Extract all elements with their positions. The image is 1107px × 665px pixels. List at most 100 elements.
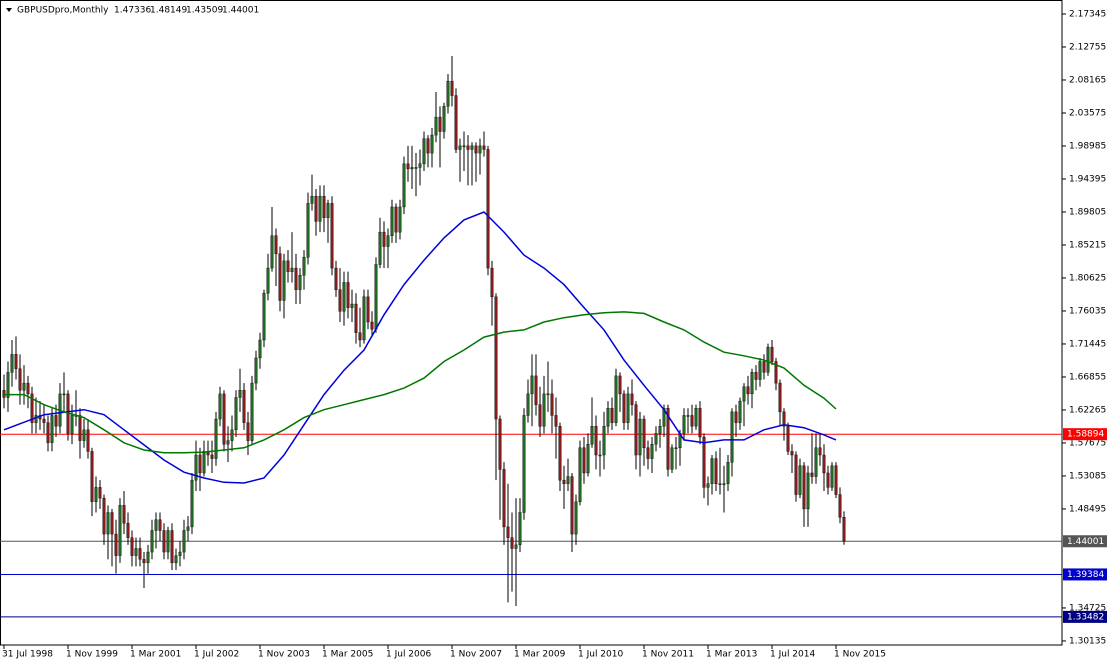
candle-body [706, 483, 710, 488]
candle-body [254, 357, 258, 384]
candle-body [202, 451, 206, 474]
candle-body [162, 530, 166, 553]
candle-body [142, 559, 146, 564]
candle-body [842, 517, 846, 542]
candle-body [630, 393, 634, 405]
candle-body [738, 400, 742, 423]
candle-body [294, 267, 298, 290]
y-tick-label: 2.12755 [1069, 42, 1106, 52]
candle-body [770, 346, 774, 362]
candle-body [534, 375, 538, 405]
x-tick-label: 1 Jul 2014 [770, 650, 815, 660]
candle-body [670, 447, 674, 470]
candle-body [734, 411, 738, 423]
candle-body [614, 375, 618, 423]
ohlc-low: 1.43509 [186, 6, 223, 16]
candle-body [178, 551, 182, 556]
candle-body [402, 163, 406, 208]
candle-body [266, 267, 270, 294]
plot-frame [0, 0, 1063, 646]
candle-body [542, 393, 546, 427]
candle-body [6, 372, 10, 398]
candle-body [110, 512, 114, 535]
candle-body [826, 472, 830, 488]
y-tick-label: 1.85215 [1069, 240, 1106, 250]
candle-body [510, 537, 514, 549]
candle-body [430, 134, 434, 154]
candle-body [414, 167, 418, 169]
candle-body [54, 415, 58, 427]
candle-body [506, 526, 510, 538]
candle-body [146, 551, 150, 564]
candle-body [386, 235, 390, 247]
y-tick-label: 1.76035 [1069, 306, 1106, 316]
candle-body [474, 145, 478, 154]
y-tick-label: 1.62265 [1069, 405, 1106, 415]
candle-body [82, 429, 86, 441]
candle-body [290, 267, 294, 272]
candle-body [106, 512, 110, 535]
candle-body [382, 231, 386, 247]
candle-body [782, 411, 786, 427]
candle-body [730, 411, 734, 463]
candle-body [790, 451, 794, 456]
y-tick-label: 1.71445 [1069, 339, 1106, 349]
menu-arrow[interactable] [6, 8, 12, 12]
candle-body [546, 393, 550, 396]
candle-body [398, 206, 402, 233]
candle-body [350, 303, 354, 308]
x-tick-label: 1 Nov 2007 [450, 650, 502, 660]
candle-body [494, 296, 498, 420]
candle-body [114, 533, 118, 556]
candle-body [434, 116, 438, 136]
candle-body [366, 296, 370, 323]
candle-body [750, 372, 754, 395]
candle-body [634, 404, 638, 456]
candle-body [806, 472, 810, 510]
candle-body [122, 505, 126, 524]
candle-body [462, 145, 466, 148]
candle-body [334, 267, 338, 290]
candle-body [78, 415, 82, 441]
x-tick-label: 1 Mar 2005 [322, 650, 373, 660]
candle-body [602, 426, 606, 456]
candle-body [642, 418, 646, 449]
candle-body [802, 465, 806, 510]
candle-body [810, 472, 814, 477]
candle-body [50, 415, 54, 443]
candle-body [298, 275, 302, 290]
level-label-bg [1063, 535, 1107, 548]
candle-body [562, 479, 566, 484]
y-tick-label: 1.30135 [1069, 636, 1106, 646]
candle-body [558, 426, 562, 481]
candle-body [62, 393, 66, 396]
candle-body [566, 476, 570, 484]
candle-body [590, 426, 594, 445]
candle-body [410, 167, 414, 170]
x-tick-label: 1 Nov 2003 [258, 650, 310, 660]
candle-body [798, 465, 802, 495]
y-tick-label: 2.03575 [1069, 108, 1106, 118]
candle-body [694, 408, 698, 427]
candle-body [574, 501, 578, 535]
candle-body [42, 418, 46, 423]
candle-body [762, 361, 766, 373]
x-tick-label: 1 Jul 2010 [578, 650, 623, 660]
candle-body [270, 235, 274, 269]
candle-body [102, 497, 106, 535]
candle-body [610, 408, 614, 423]
candle-body [570, 476, 574, 535]
candle-body [278, 253, 282, 301]
candle-body [14, 354, 18, 369]
x-tick-label: 1 Nov 2011 [642, 650, 694, 660]
candle-body [22, 382, 26, 391]
y-tick-label: 1.66855 [1069, 372, 1106, 382]
candle-body [498, 418, 502, 470]
candle-body [362, 296, 366, 341]
candle-body [722, 483, 726, 485]
candle-body [150, 530, 154, 553]
candle-body [246, 422, 250, 441]
x-tick-label: 1 Nov 1999 [66, 650, 118, 660]
candle-body [130, 537, 134, 556]
candle-body [758, 361, 762, 380]
